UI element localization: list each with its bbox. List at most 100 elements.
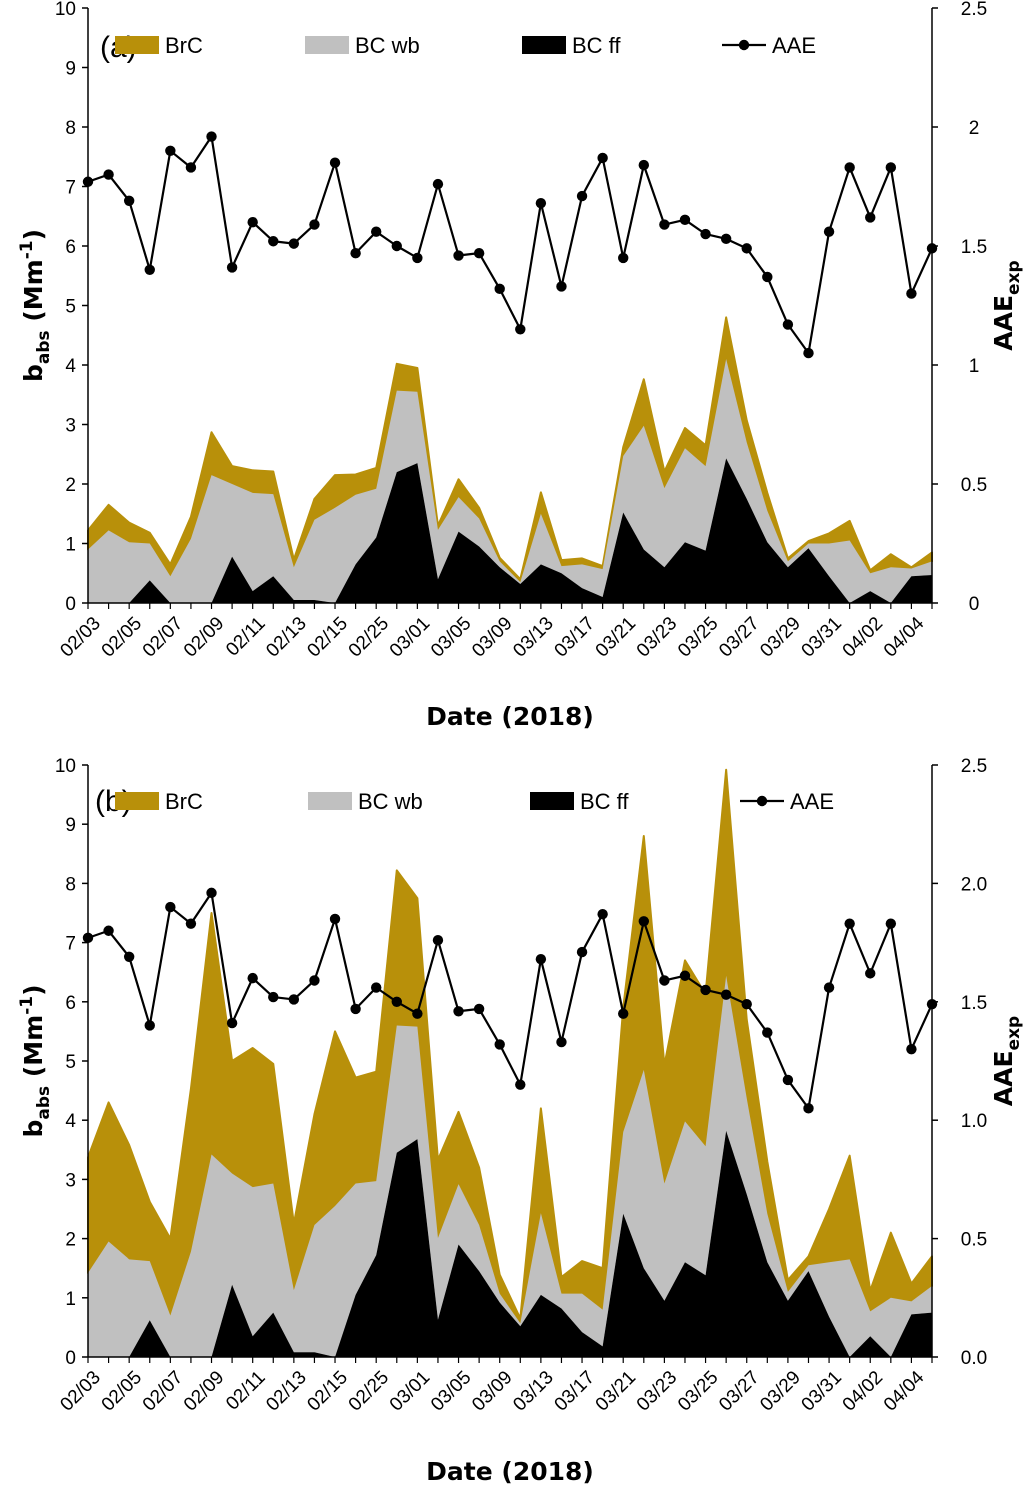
x-tick-label: 02/09 xyxy=(180,613,228,661)
aae-point xyxy=(823,226,835,237)
x-axis-title: Date (2018) xyxy=(426,702,594,731)
aae-point xyxy=(515,324,526,335)
x-tick-label: 03/31 xyxy=(798,1367,846,1415)
aae-point xyxy=(412,252,423,264)
aae-point xyxy=(906,288,917,299)
aae-point xyxy=(412,1008,423,1019)
aae-point xyxy=(226,1017,238,1029)
y2-tick-label: 0 xyxy=(969,594,980,615)
aae-point xyxy=(803,1103,814,1114)
aae-point xyxy=(103,925,114,936)
y-tick-label: 9 xyxy=(65,59,76,80)
x-tick-label: 02/03 xyxy=(56,613,104,661)
aae-point xyxy=(453,1006,464,1017)
y2-tick-label: 2.0 xyxy=(961,874,987,895)
aae-point xyxy=(370,226,382,237)
aae-point xyxy=(782,319,794,330)
x-tick-label: 02/05 xyxy=(98,613,146,661)
aae-point xyxy=(679,970,691,981)
x-tick-label: 03/13 xyxy=(509,613,557,661)
legend-item-bc-ff: BC ff xyxy=(530,789,629,814)
x-tick-label: 02/05 xyxy=(98,1367,146,1415)
x-tick-label: 03/25 xyxy=(674,613,722,661)
x-tick-label: 02/13 xyxy=(262,1367,310,1415)
legend-item-bc-wb: BC wb xyxy=(305,33,420,58)
aae-point xyxy=(82,176,94,187)
y-axis-title: babs (Mm-1) xyxy=(17,984,54,1137)
legend-item-aae: AAE xyxy=(722,33,816,58)
x-tick-label: 02/11 xyxy=(222,613,269,660)
aae-point xyxy=(618,252,629,264)
x-tick-label: 03/27 xyxy=(715,613,763,661)
y-tick-label: 10 xyxy=(55,756,76,777)
legend-swatch xyxy=(308,792,352,810)
aae-point xyxy=(659,975,670,986)
legend-label: AAE xyxy=(790,789,834,814)
aae-point xyxy=(926,243,938,254)
x-tick-label: 02/25 xyxy=(345,1367,393,1415)
aae-point xyxy=(823,982,835,993)
legend-item-aae: AAE xyxy=(740,789,834,814)
y-tick-label: 5 xyxy=(65,297,76,318)
x-tick-label: 02/07 xyxy=(139,1367,187,1415)
aae-point xyxy=(535,197,547,209)
legend-swatch xyxy=(115,792,159,810)
aae-point xyxy=(720,233,732,245)
aae-point xyxy=(185,162,197,173)
aae-point xyxy=(123,195,135,206)
aae-point xyxy=(926,998,938,1010)
y-tick-label: 8 xyxy=(65,874,76,895)
aae-point xyxy=(700,984,711,996)
x-tick-label: 02/13 xyxy=(262,613,310,661)
x-tick-label: 02/15 xyxy=(303,613,351,661)
aae-point xyxy=(638,916,650,927)
aae-point xyxy=(556,1036,567,1048)
aae-point xyxy=(700,228,711,240)
y-tick-label: 1 xyxy=(65,1289,76,1310)
legend-label: BC wb xyxy=(355,33,420,58)
y2-axis-title: AAEexp xyxy=(989,1016,1024,1106)
aae-point xyxy=(885,162,897,173)
y-tick-label: 4 xyxy=(65,356,76,377)
legend-label: BrC xyxy=(165,33,203,58)
x-tick-label: 04/04 xyxy=(880,1367,929,1416)
aae-point xyxy=(535,953,547,965)
x-tick-label: 03/27 xyxy=(715,1367,763,1415)
aae-point xyxy=(597,908,608,920)
aae-point xyxy=(782,1074,794,1086)
y2-tick-label: 0.0 xyxy=(961,1348,987,1369)
aae-point xyxy=(638,159,650,171)
x-tick-label: 03/09 xyxy=(468,1367,516,1415)
aae-point xyxy=(432,178,444,190)
series-area-bc-ff xyxy=(88,458,932,603)
x-tick-label: 03/05 xyxy=(427,613,475,661)
y-tick-label: 2 xyxy=(65,475,76,496)
series-area-bc-wb xyxy=(88,975,932,1357)
aae-point xyxy=(865,968,876,979)
aae-point xyxy=(494,283,505,295)
legend-label: BC ff xyxy=(580,789,629,814)
y-tick-label: 0 xyxy=(65,1348,76,1369)
aae-point xyxy=(350,247,361,259)
legend-swatch xyxy=(115,36,159,54)
panel-a: 01234567891000.511.522.502/0302/0502/070… xyxy=(17,0,1024,731)
aae-point xyxy=(679,214,691,226)
y2-tick-label: 1.5 xyxy=(961,993,987,1014)
x-tick-label: 03/17 xyxy=(551,613,599,661)
y2-tick-label: 1 xyxy=(969,356,980,377)
aae-point xyxy=(247,972,258,984)
series-line-aae xyxy=(87,135,934,355)
x-tick-label: 03/29 xyxy=(756,1367,804,1415)
y-tick-label: 1 xyxy=(65,535,76,556)
x-tick-label: 03/01 xyxy=(386,1367,434,1415)
aae-point xyxy=(720,989,732,1000)
aae-point xyxy=(165,901,176,913)
legend-label: BC ff xyxy=(572,33,621,58)
x-tick-label: 02/25 xyxy=(345,613,393,661)
x-tick-label: 02/09 xyxy=(180,1367,228,1415)
legend-marker xyxy=(738,39,750,51)
aae-point xyxy=(309,219,320,230)
aae-point xyxy=(618,1008,629,1019)
aae-point xyxy=(391,996,402,1007)
x-tick-label: 04/02 xyxy=(839,613,887,661)
